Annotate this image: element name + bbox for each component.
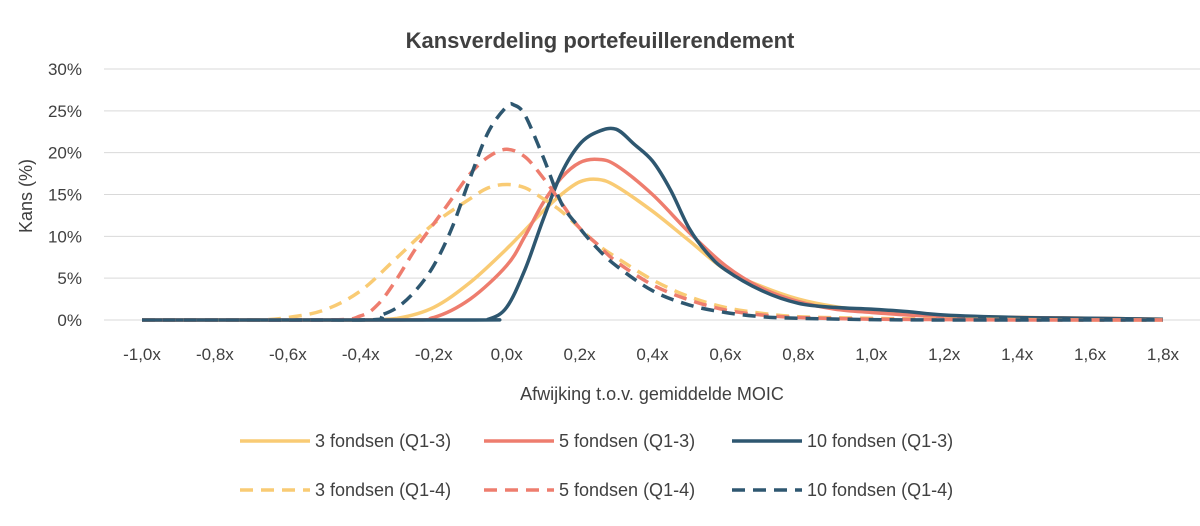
x-tick-label: 0,2x (564, 345, 597, 364)
y-tick-label: 15% (48, 186, 82, 205)
x-tick-label: -0,2x (415, 345, 453, 364)
x-tick-label: 0,8x (782, 345, 815, 364)
y-tick-label: 10% (48, 227, 82, 246)
legend-label: 10 fondsen (Q1-3) (807, 431, 953, 451)
legend-item: 10 fondsen (Q1-3) (732, 431, 953, 451)
y-tick-label: 20% (48, 144, 82, 163)
legend: 3 fondsen (Q1-3) 5 fondsen (Q1-3) 10 fonds… (240, 431, 953, 500)
series-line-6 (141, 101, 1163, 322)
x-tick-label: -0,4x (342, 345, 380, 364)
x-axis-ticks: -1,0x -0,8x -0,6x -0,4x -0,2x 0,0x 0,2x 0,4x 0,6… (123, 345, 1179, 364)
legend-label: 5 fondsen (Q1-4) (559, 480, 695, 500)
series-line-2 (141, 157, 1164, 322)
legend-label: 10 fondsen (Q1-4) (807, 480, 953, 500)
legend-item: 3 fondsen (Q1-4) (240, 480, 451, 500)
x-axis-label: Afwijking t.o.v. gemiddelde MOIC (520, 384, 784, 404)
x-tick-label: -0,6x (269, 345, 307, 364)
series-lines (141, 101, 1164, 322)
chart-title: Kansverdeling portefeuillerendement (406, 28, 795, 53)
x-tick-label: 1,4x (1001, 345, 1034, 364)
y-axis-ticks: 0% 5% 10% 15% 20% 25% 30% (48, 60, 82, 330)
series-line-4 (141, 182, 1163, 322)
x-tick-label: -0,8x (196, 345, 234, 364)
x-tick-label: 0,0x (491, 345, 524, 364)
series-line-3 (141, 126, 1164, 322)
x-tick-label: 1,8x (1147, 345, 1180, 364)
series-line-1 (141, 177, 1164, 322)
legend-item: 5 fondsen (Q1-3) (484, 431, 695, 451)
legend-item: 3 fondsen (Q1-3) (240, 431, 451, 451)
x-tick-label: 1,0x (855, 345, 888, 364)
y-tick-label: 5% (57, 269, 82, 288)
x-tick-label: -1,0x (123, 345, 161, 364)
legend-item: 5 fondsen (Q1-4) (484, 480, 695, 500)
legend-item: 10 fondsen (Q1-4) (732, 480, 953, 500)
x-tick-label: 1,2x (928, 345, 961, 364)
x-tick-label: 0,6x (709, 345, 742, 364)
x-tick-label: 0,4x (636, 345, 669, 364)
y-tick-label: 25% (48, 102, 82, 121)
legend-label: 3 fondsen (Q1-3) (315, 431, 451, 451)
series-line-5 (141, 147, 1163, 322)
legend-label: 3 fondsen (Q1-4) (315, 480, 451, 500)
y-tick-label: 0% (57, 311, 82, 330)
gridlines (104, 68, 1200, 321)
y-tick-label: 30% (48, 60, 82, 79)
x-tick-label: 1,6x (1074, 345, 1107, 364)
legend-label: 5 fondsen (Q1-3) (559, 431, 695, 451)
y-axis-label: Kans (%) (16, 159, 36, 233)
